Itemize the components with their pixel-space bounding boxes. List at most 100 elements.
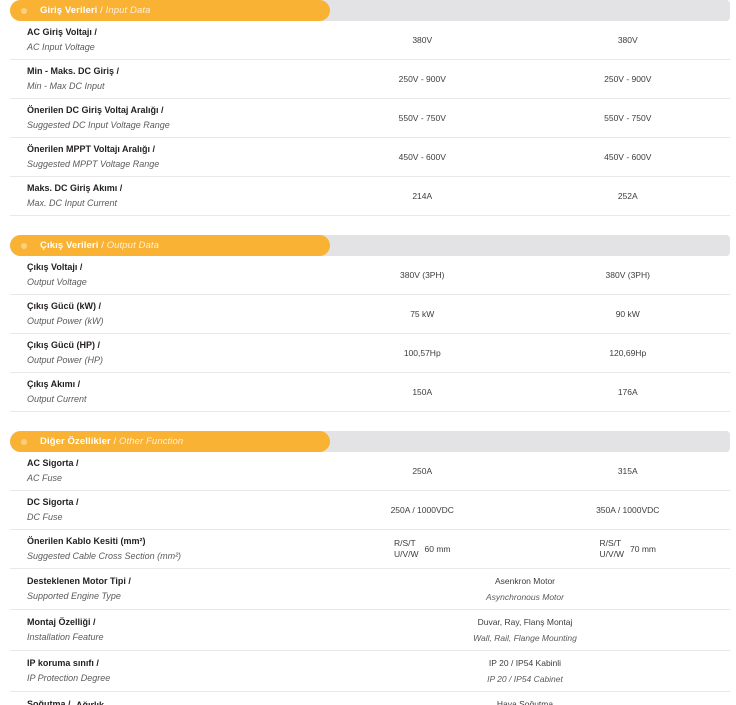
row-label-en: Suggested MPPT Voltage Range <box>27 159 160 169</box>
row-label-tr: IP koruma sınıfı / <box>27 658 99 668</box>
row-label-tr: Çıkış Voltajı / <box>27 262 83 272</box>
row-label-tr: Montaj Özelliği / <box>27 617 96 627</box>
spec-section: Çıkış Verileri / Output Data Çıkış Voltaj… <box>0 235 736 412</box>
bullet-icon <box>21 438 27 445</box>
section-title: Diğer Özellikler / Other Function <box>40 436 183 447</box>
row-label-en: Output Power (HP) <box>27 355 104 365</box>
value-cell-1: 380V (3PH) <box>400 270 445 280</box>
row-label: Montaj Özelliği / Installation Feature <box>10 611 320 649</box>
row-label-en: IP Protection Degree <box>27 673 111 683</box>
row-values: 380V (3PH) 380V (3PH) <box>320 263 730 287</box>
section-header-pill[interactable]: Diğer Özellikler / Other Function <box>10 431 330 452</box>
row-label-en: AC Input Voltage <box>27 42 95 52</box>
section-gap <box>0 216 736 235</box>
section-header-pill[interactable]: Çıkış Verileri / Output Data <box>10 235 330 256</box>
section-title-separator: / <box>113 436 117 447</box>
row-label-en: Suggested Cable Cross Section (mm²) <box>27 551 182 561</box>
row-label-tr: AC Sigorta / <box>27 458 79 468</box>
row-label-tr: Min - Maks. DC Giriş / <box>27 66 120 76</box>
value-cell-2: 380V <box>617 35 638 45</box>
value-cell-2: 550V - 750V <box>604 113 652 123</box>
row-values: 450V - 600V 450V - 600V <box>320 145 730 169</box>
row-label-tr: DC Sigorta / <box>27 497 79 507</box>
table-row: Çıkış Voltajı / Output Voltage 380V (3PH) 3… <box>10 256 730 295</box>
row-values: 100,57Hp 120,69Hp <box>320 341 730 365</box>
merged-value-cell: IP 20 / IP54 Kabinli IP 20 / IP54 Cabinet <box>320 651 730 691</box>
merged-value-tr: Hava Soğutma <box>496 699 554 705</box>
row-label-tr: AC Giriş Voltajı / <box>27 27 97 37</box>
row-label-en: Installation Feature <box>27 632 104 642</box>
row-values: 250A / 1000VDC 350A / 1000VDC <box>320 498 730 522</box>
row-label-tr: Çıkış Gücü (kW) / <box>27 301 102 311</box>
row-label-tr: Önerilen Kablo Kesiti (mm²) <box>27 536 146 546</box>
row-values: Asenkron Motor Asynchronous Motor <box>320 569 730 609</box>
row-label: Çıkış Akımı / Output Current <box>10 373 320 411</box>
merged-value-cell: Hava SoğutmaAsyAir Coolingnchronous Moto… <box>320 692 730 705</box>
cable-spec: R/S/T U/V/W 60 mm <box>394 538 451 560</box>
row-label: DC Sigorta / DC Fuse <box>10 491 320 529</box>
table-row: Çıkış Akımı / Output Current 150A 176A <box>10 373 730 412</box>
spec-section: Giriş Verileri / Input Data AC Giriş Volt… <box>0 0 736 216</box>
row-label: Önerilen MPPT Voltajı Aralığı / Suggested… <box>10 138 320 176</box>
value-cell-1: 380V <box>412 35 433 45</box>
value-cell-2: 350A / 1000VDC <box>596 505 660 515</box>
merged-value-en: Asynchronous Motor <box>486 592 564 602</box>
section-title: Çıkış Verileri / Output Data <box>40 240 159 251</box>
cable-phase-uvw: U/V/W <box>393 549 419 559</box>
value-cell-1: 550V - 750V <box>398 113 446 123</box>
value-cell-2: 252A <box>617 191 638 201</box>
cable-phase-labels: R/S/T U/V/W <box>394 538 419 560</box>
merged-value-cell: Duvar, Ray, Flanş Montaj Wall, Rail, Flan… <box>320 610 730 650</box>
cable-phase-labels: R/S/T U/V/W <box>599 538 624 560</box>
section-title-tr: Giriş Verileri <box>40 5 98 16</box>
section-rows: Çıkış Voltajı / Output Voltage 380V (3PH) 3… <box>10 256 730 412</box>
value-cell-2: 450V - 600V <box>604 152 652 162</box>
row-values: 250A 315A <box>320 459 730 483</box>
row-values: Duvar, Ray, Flanş Montaj Wall, Rail, Flan… <box>320 610 730 650</box>
value-cell-2: 315A <box>617 466 638 476</box>
row-values: Hava SoğutmaAsyAir Coolingnchronous Moto… <box>320 692 730 705</box>
bullet-icon <box>21 242 27 249</box>
section-title-en: Output Data <box>106 240 160 251</box>
section-title-separator: / <box>101 240 104 251</box>
value-cell-1: 75 kW <box>410 309 435 319</box>
cable-phase-rst: R/S/T <box>393 538 416 548</box>
table-row: Min - Maks. DC Giriş / Min - Max DC Input… <box>10 60 730 99</box>
section-header: Çıkış Verileri / Output Data <box>10 235 730 256</box>
cable-size-value: 70 mm <box>630 544 657 554</box>
row-label-en: Output Voltage <box>27 277 87 287</box>
table-row: AC Sigorta / AC Fuse 250A 315A <box>10 452 730 491</box>
cable-phase-uvw: U/V/W <box>599 549 625 559</box>
row-values: 250V - 900V 250V - 900V <box>320 67 730 91</box>
row-values: IP 20 / IP54 Kabinli IP 20 / IP54 Cabinet <box>320 651 730 691</box>
section-title-tr: Diğer Özellikler <box>40 436 111 447</box>
row-values: 380V 380V <box>320 28 730 52</box>
merged-value-tr: Duvar, Ray, Flanş Montaj <box>477 617 573 627</box>
section-gap <box>0 412 736 431</box>
section-title-en: Input Data <box>105 5 151 16</box>
merged-value-tr: IP 20 / IP54 Kabinli <box>488 658 562 668</box>
row-label-en: Max. DC Input Current <box>27 198 118 208</box>
table-row: Çıkış Gücü (HP) / Output Power (HP) 100,57… <box>10 334 730 373</box>
table-row: Maks. DC Giriş Akımı / Max. DC Input Curr… <box>10 177 730 216</box>
row-label-en: Output Power (kW) <box>27 316 104 326</box>
row-values: 75 kW 90 kW <box>320 302 730 326</box>
row-label-tr: Önerilen MPPT Voltajı Aralığı / <box>27 144 156 154</box>
row-values: 214A 252A <box>320 184 730 208</box>
section-header-pill[interactable]: Giriş Verileri / Input Data <box>10 0 330 21</box>
row-label: Önerilen DC Giriş Voltaj Aralığı / Sugges… <box>10 99 320 137</box>
merged-value-en: Wall, Rail, Flange Mounting <box>473 633 577 643</box>
row-values: R/S/T U/V/W 60 mm R/S/T U/V/W 70 mm <box>320 537 730 561</box>
value-cell-1: R/S/T U/V/W 60 mm <box>320 538 525 560</box>
row-label-tr: Çıkış Akımı / <box>27 379 81 389</box>
section-title-tr: Çıkış Verileri <box>40 240 99 251</box>
value-cell-1: 150A <box>412 387 433 397</box>
row-label-en: Min - Max DC Input <box>27 81 105 91</box>
row-label: Çıkış Gücü (kW) / Output Power (kW) <box>10 295 320 333</box>
value-cell-2: 250V - 900V <box>604 74 652 84</box>
value-cell-1: 214A <box>412 191 433 201</box>
section-header: Diğer Özellikler / Other Function <box>10 431 730 452</box>
row-values: 550V - 750V 550V - 750V <box>320 106 730 130</box>
row-label-en: Supported Engine Type <box>27 591 121 601</box>
